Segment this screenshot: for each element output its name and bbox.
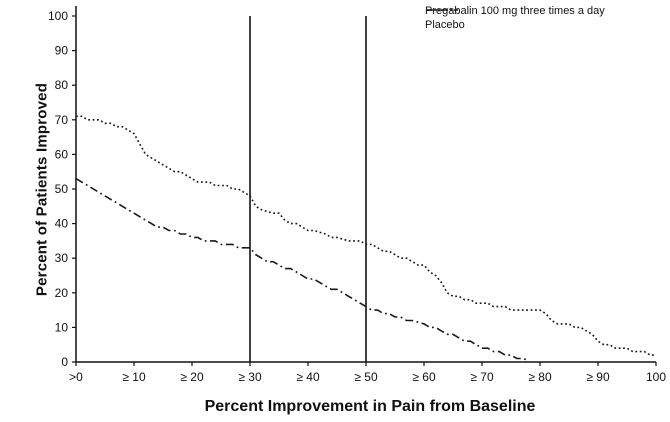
y-tick-label: 30 (55, 251, 69, 265)
y-tick-label: 70 (55, 113, 69, 127)
y-axis-title: Percent of Patients Improved (33, 82, 51, 297)
legend-item-placebo: Placebo (425, 9, 605, 32)
y-tick-label: 90 (55, 44, 69, 58)
series-line-placebo (75, 177, 529, 362)
y-tick-label: 80 (55, 78, 69, 92)
x-tick-label: ≥ 80 (528, 370, 552, 384)
x-axis-title: Percent Improvement in Pain from Baselin… (204, 398, 536, 415)
x-tick-label: 100 (646, 370, 666, 384)
x-tick-label: ≥ 70 (470, 370, 494, 384)
y-tick-label: 50 (55, 182, 69, 196)
y-tick-label: 0 (61, 355, 68, 369)
y-tick-label: 60 (55, 147, 69, 161)
x-tick-label: ≥ 90 (586, 370, 610, 384)
x-tick-label: ≥ 10 (122, 370, 146, 384)
x-tick-label: ≥ 30 (238, 370, 262, 384)
y-tick-label: 40 (55, 217, 69, 231)
series-line-pregabalin (76, 115, 656, 356)
y-tick-label: 10 (55, 320, 69, 334)
x-tick-label: ≥ 20 (180, 370, 204, 384)
y-tick-label: 100 (48, 9, 68, 23)
x-tick-label: >0 (69, 370, 83, 384)
dash-dot-line-sample-icon (426, 9, 458, 11)
x-tick-label: ≥ 40 (296, 370, 320, 384)
y-tick-label: 20 (55, 286, 69, 300)
x-tick-label: ≥ 60 (412, 370, 436, 384)
x-tick-label: ≥ 50 (354, 370, 378, 384)
legend-label-pregabalin: Pregabalin 100 mg three times a day (425, 5, 605, 17)
legend: Pregabalin 100 mg three times a day Plac… (425, 5, 605, 32)
legend-label-placebo: Placebo (425, 19, 465, 31)
